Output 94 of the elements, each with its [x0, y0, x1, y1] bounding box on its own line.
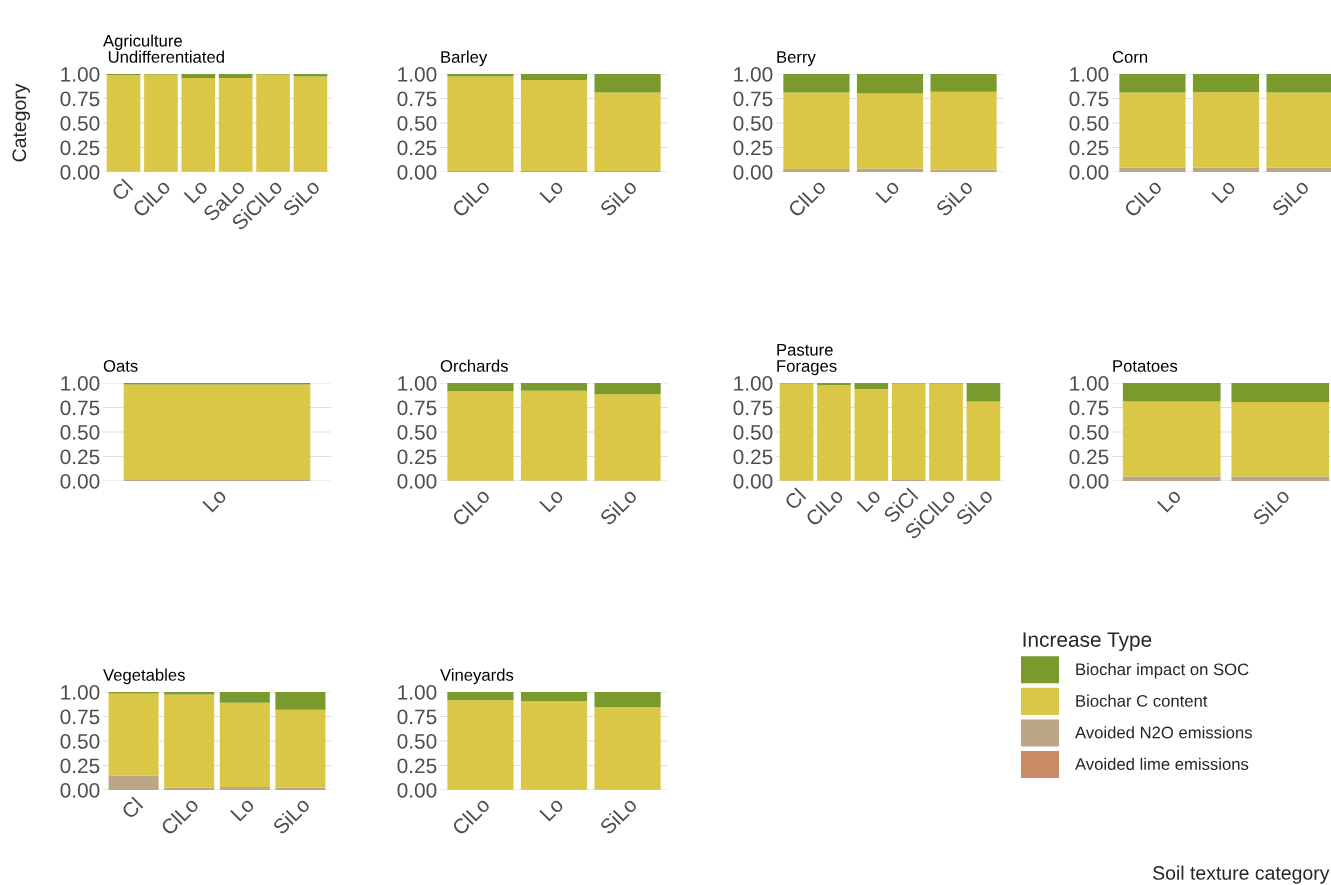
y-tick-label: 0.75	[397, 91, 437, 107]
chart-title: Barley	[441, 50, 488, 67]
y-tick-label: 0.75	[733, 400, 773, 416]
x-tick-label: SiLo	[281, 178, 321, 218]
y-tick-label: 1.00	[398, 685, 437, 700]
y-tick-label: 0.25	[733, 140, 773, 156]
y-tick-label: 0.00	[733, 165, 773, 180]
x-tick-label: SiLo	[598, 796, 638, 836]
chart-title: Berry	[777, 51, 816, 67]
x-tick-label: ClLo	[786, 178, 827, 218]
y-tick-label: 1.00	[398, 67, 437, 82]
text: Soil texture category	[1153, 865, 1330, 884]
x-tick-label: Lo	[539, 178, 565, 204]
y-tick-label: 0.00	[60, 783, 100, 798]
legend-title: Increase Type	[1023, 632, 1152, 652]
y-tick-label: 0.25	[60, 140, 100, 156]
y-tick-label: 1.00	[398, 376, 437, 391]
x-tick-label: SiLo	[934, 178, 974, 218]
y-tick-label: 0.50	[60, 425, 100, 440]
chart-title: Agriculture Undifferentiated	[103, 34, 224, 63]
y-tick-label: 0.75	[1069, 91, 1109, 107]
x-tick-label: Lo	[539, 796, 565, 822]
y-tick-label: 0.00	[60, 165, 100, 180]
y-tick-label: 0.75	[1069, 400, 1109, 416]
y-tick-label: 0.00	[397, 783, 437, 798]
x-tick-label: Lo	[856, 487, 882, 513]
x-tick-label: Lo	[539, 487, 565, 513]
chart-title: Vegetables	[103, 668, 185, 685]
y-tick-label: 1.00	[61, 685, 100, 700]
y-tick-label: 0.75	[397, 709, 437, 725]
chart-title: Vineyards	[440, 668, 514, 685]
y-tick-label: 0.75	[397, 400, 437, 416]
legend-label: Avoided N2O emissions	[1075, 726, 1252, 739]
y-tick-label: 1.00	[61, 376, 100, 391]
y-tick-label: 0.00	[397, 165, 437, 180]
y-tick-label: 0.25	[397, 140, 437, 156]
x-tick-label: SiLo	[1270, 178, 1310, 218]
chart-title: Corn	[1112, 51, 1148, 63]
x-tick-label: Lo	[230, 796, 256, 822]
x-tick-label: SiLo	[1251, 487, 1291, 527]
x-tick-label: Cl	[783, 487, 807, 511]
y-tick-label: 0.50	[60, 116, 100, 131]
y-tick-label: 0.00	[1069, 165, 1109, 180]
y-tick-label: 1.00	[61, 67, 100, 82]
y-tick-label: 0.50	[60, 734, 100, 749]
y-tick-label: 0.75	[60, 91, 100, 107]
x-tick-label: ClLo	[450, 796, 491, 836]
y-tick-label: 1.00	[1070, 67, 1109, 82]
x-tick-label: Lo	[1157, 487, 1182, 513]
x-tick-label: SiLo	[598, 487, 638, 527]
chart-title: Pasture Forages	[777, 344, 837, 376]
y-axis-title: Category	[12, 83, 30, 162]
legend-label: Avoided lime emissions	[1075, 757, 1249, 770]
y-tick-label: 0.25	[1069, 449, 1109, 465]
x-tick-label: ClLo	[450, 178, 491, 218]
y-tick-label: 0.50	[733, 116, 773, 131]
y-tick-label: 1.00	[734, 376, 773, 391]
y-tick-label: 0.50	[1069, 425, 1109, 440]
y-tick-label: 0.00	[733, 474, 773, 489]
y-tick-label: 0.00	[60, 474, 100, 489]
y-tick-label: 0.00	[1069, 474, 1109, 489]
x-tick-label: Cl	[120, 796, 144, 820]
y-tick-label: 0.50	[397, 425, 437, 440]
y-tick-label: 0.50	[397, 116, 437, 131]
y-tick-label: 0.75	[60, 400, 100, 416]
chart-title: Potatoes	[1113, 360, 1178, 372]
x-tick-label: SiLo	[954, 487, 994, 527]
x-tick-label: SiLo	[598, 178, 638, 218]
legend-label: Biochar impact on SOC	[1076, 663, 1249, 679]
y-tick-label: 1.00	[734, 67, 773, 82]
x-tick-label: ClLo	[159, 796, 200, 836]
y-tick-label: 0.25	[1069, 140, 1109, 156]
chart-title: Oats	[103, 360, 138, 372]
chart-title: Orchards	[440, 359, 508, 372]
x-tick-label: ClLo	[450, 487, 491, 527]
y-tick-label: 0.50	[1069, 116, 1109, 131]
x-tick-label: Cl	[110, 178, 134, 202]
x-tick-label: Lo	[1211, 178, 1237, 204]
y-tick-label: 0.25	[60, 449, 100, 465]
y-tick-label: 1.00	[1070, 376, 1109, 391]
y-tick-label: 0.50	[733, 425, 773, 440]
y-tick-label: 0.75	[733, 91, 773, 107]
y-tick-label: 0.25	[733, 449, 773, 465]
y-tick-label: 0.25	[60, 758, 100, 774]
y-tick-label: 0.25	[397, 758, 437, 774]
y-tick-label: 0.50	[397, 734, 437, 749]
x-tick-label: SiLo	[271, 796, 311, 836]
legend-label: Biochar C content	[1076, 694, 1208, 707]
y-tick-label: 0.00	[397, 474, 437, 489]
x-tick-label: Lo	[875, 178, 901, 204]
x-tick-label: ClLo	[1122, 178, 1163, 218]
x-tick-label: Lo	[202, 487, 228, 513]
y-tick-label: 0.25	[397, 449, 437, 465]
y-tick-label: 0.75	[60, 709, 100, 725]
